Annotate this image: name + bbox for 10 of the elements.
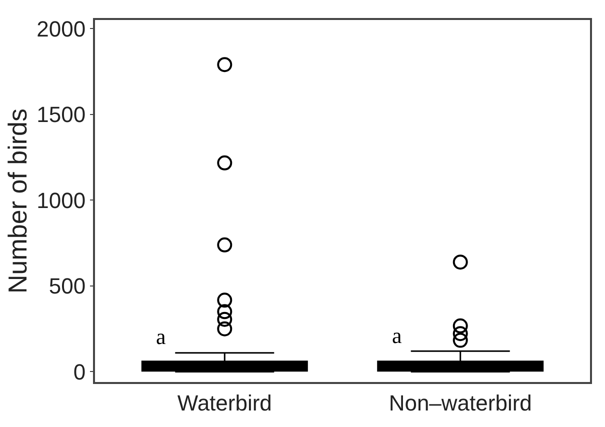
- annotation: a: [156, 324, 166, 349]
- y-tick-label: 1500: [36, 102, 86, 128]
- x-tick-label: Waterbird: [177, 390, 272, 416]
- y-tick-label: 1000: [36, 188, 86, 213]
- x-tick-label: Non–waterbird: [388, 390, 532, 416]
- y-axis-title: Number of birds: [2, 108, 33, 294]
- y-tick-label: 0: [73, 359, 86, 384]
- y-tick-label: 500: [48, 274, 86, 299]
- y-tick-label: 2000: [36, 16, 86, 42]
- annotation: a: [392, 323, 402, 348]
